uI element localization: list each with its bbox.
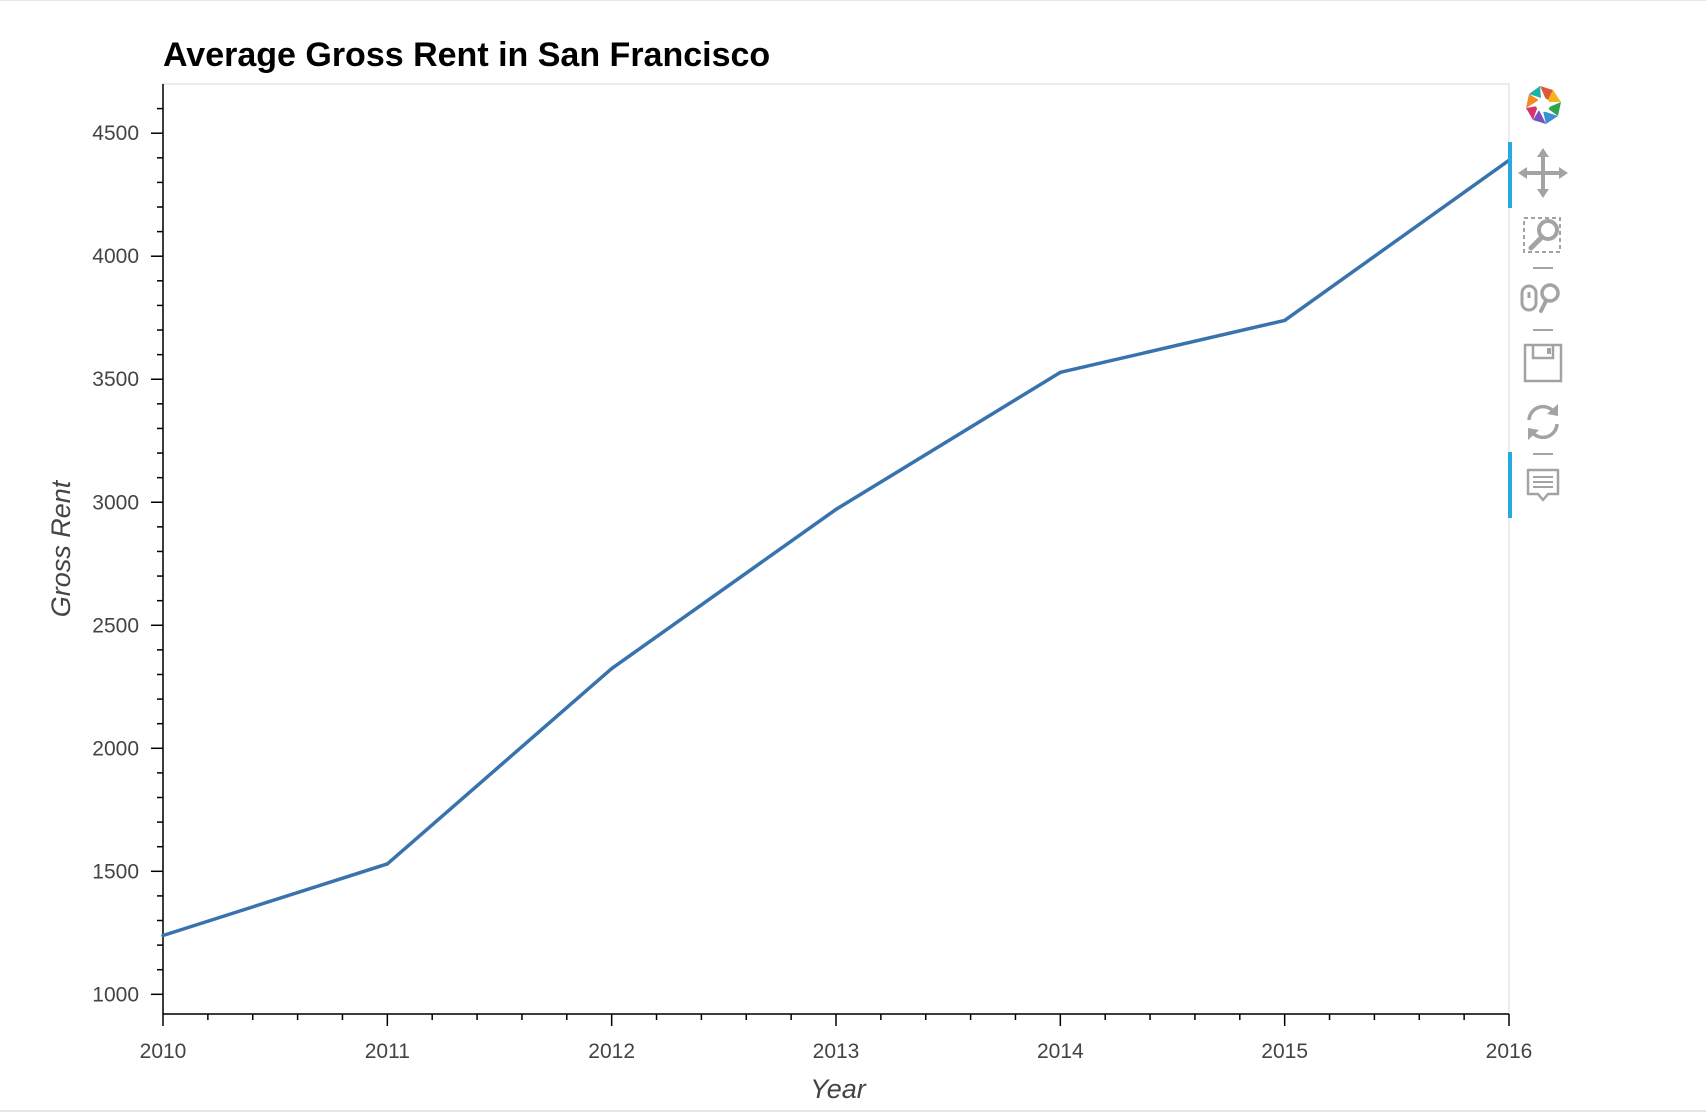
- x-tick-label: 2010: [140, 1040, 187, 1063]
- series-layer: [161, 158, 1511, 938]
- data-point[interactable]: [609, 666, 614, 671]
- data-point[interactable]: [834, 507, 838, 512]
- hover-tool-button[interactable]: [1508, 452, 1578, 518]
- y-tick-label: 4500: [92, 122, 139, 145]
- save-icon: [1523, 329, 1563, 383]
- pan-active-indicator: [1508, 142, 1512, 208]
- x-tick-label: 2016: [1486, 1040, 1533, 1063]
- x-axis-label: Year: [810, 1074, 867, 1104]
- data-point[interactable]: [385, 862, 390, 866]
- data-point[interactable]: [1058, 370, 1063, 375]
- x-tick-label: 2013: [813, 1040, 860, 1063]
- box-zoom-tool-button[interactable]: [1508, 204, 1578, 266]
- x-tick-label: 2015: [1261, 1040, 1308, 1063]
- x-tick-label: 2014: [1037, 1040, 1084, 1063]
- data-point[interactable]: [161, 933, 165, 938]
- pan-tool-button[interactable]: [1508, 142, 1578, 208]
- hover-icon: [1526, 453, 1560, 502]
- y-tick-label: 2000: [92, 737, 139, 760]
- plot-frame: [162, 83, 1510, 1015]
- y-tick-label: 1000: [92, 983, 139, 1006]
- bottom-border: [0, 1110, 1706, 1112]
- y-tick-label: 3500: [92, 368, 139, 391]
- y-axis-label: Gross Rent: [46, 479, 76, 617]
- hover-active-indicator: [1508, 452, 1512, 518]
- wheel-zoom-icon: [1520, 267, 1560, 313]
- bokeh-logo-icon: [1526, 86, 1561, 124]
- x-tick-label: 2011: [365, 1040, 410, 1063]
- data-point[interactable]: [1282, 318, 1287, 323]
- reset-icon: [1527, 404, 1559, 440]
- reset-tool-button[interactable]: [1508, 390, 1578, 452]
- bokeh-logo[interactable]: [1508, 80, 1578, 142]
- y-tick-label: 1500: [92, 860, 139, 883]
- top-border: [0, 0, 1706, 1]
- wheel-zoom-tool-button[interactable]: [1508, 266, 1578, 328]
- box-zoom-icon: [1523, 217, 1561, 253]
- chart-toolbar: [1508, 80, 1578, 560]
- y-tick-label: 2500: [92, 614, 139, 637]
- chart-title: Average Gross Rent in San Francisco: [163, 36, 770, 74]
- y-tick-label: 4000: [92, 245, 139, 268]
- pan-icon: [1518, 148, 1568, 198]
- y-axis: 1000 1500 2000 2500 3000 3500 4000 4500: [92, 84, 164, 1014]
- save-tool-button[interactable]: [1508, 328, 1578, 390]
- series-line[interactable]: [162, 158, 1511, 938]
- x-tick-label: 2012: [588, 1040, 635, 1063]
- x-axis: 2010 2011 2012 2013 2014 2015 2016: [140, 1013, 1533, 1063]
- y-tick-label: 3000: [92, 491, 139, 514]
